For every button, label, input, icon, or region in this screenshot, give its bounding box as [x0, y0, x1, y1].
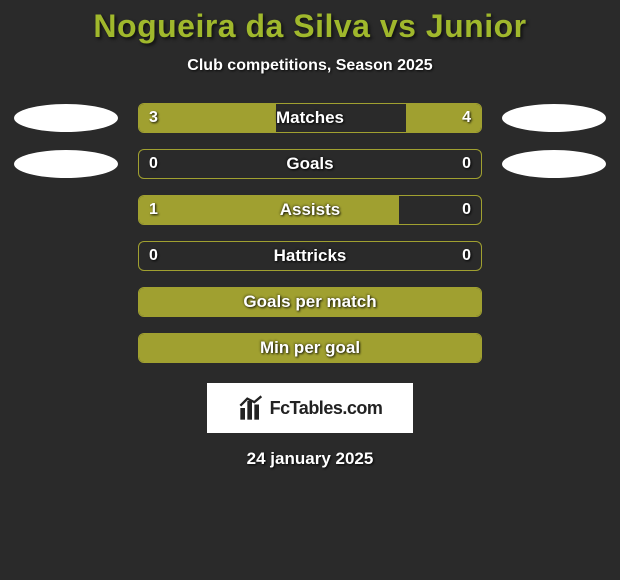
stat-label: Goals	[139, 150, 481, 178]
stat-row: 00Goals	[0, 149, 620, 179]
stat-bar: 00Goals	[138, 149, 482, 179]
stat-bar: Goals per match	[138, 287, 482, 317]
left-slot	[8, 104, 138, 132]
comparison-card: Nogueira da Silva vs Junior Club competi…	[0, 0, 620, 469]
stat-row: 00Hattricks	[0, 241, 620, 271]
stat-row: Min per goal	[0, 333, 620, 363]
card-title: Nogueira da Silva vs Junior	[0, 8, 620, 45]
stat-label: Goals per match	[139, 288, 481, 316]
player-right-badge	[502, 104, 606, 132]
player-right-badge	[502, 150, 606, 178]
logo-text: FcTables.com	[270, 398, 383, 419]
player-left-badge	[14, 104, 118, 132]
right-slot	[482, 150, 612, 178]
stat-label: Assists	[139, 196, 481, 224]
left-slot	[8, 150, 138, 178]
bar-logo-icon	[238, 394, 266, 422]
stat-rows: 34Matches 00Goals 10Assists 00Hattricks Goal…	[0, 103, 620, 363]
stat-row: 10Assists	[0, 195, 620, 225]
stat-row: 34Matches	[0, 103, 620, 133]
stat-bar: 00Hattricks	[138, 241, 482, 271]
card-subtitle: Club competitions, Season 2025	[0, 57, 620, 75]
stat-label: Matches	[139, 104, 481, 132]
stat-bar: 34Matches	[138, 103, 482, 133]
card-date: 24 january 2025	[0, 449, 620, 469]
stat-bar: 10Assists	[138, 195, 482, 225]
player-left-badge	[14, 150, 118, 178]
stat-label: Min per goal	[139, 334, 481, 362]
stat-label: Hattricks	[139, 242, 481, 270]
stat-bar: Min per goal	[138, 333, 482, 363]
stat-row: Goals per match	[0, 287, 620, 317]
logo-badge: FcTables.com	[207, 383, 413, 433]
right-slot	[482, 104, 612, 132]
